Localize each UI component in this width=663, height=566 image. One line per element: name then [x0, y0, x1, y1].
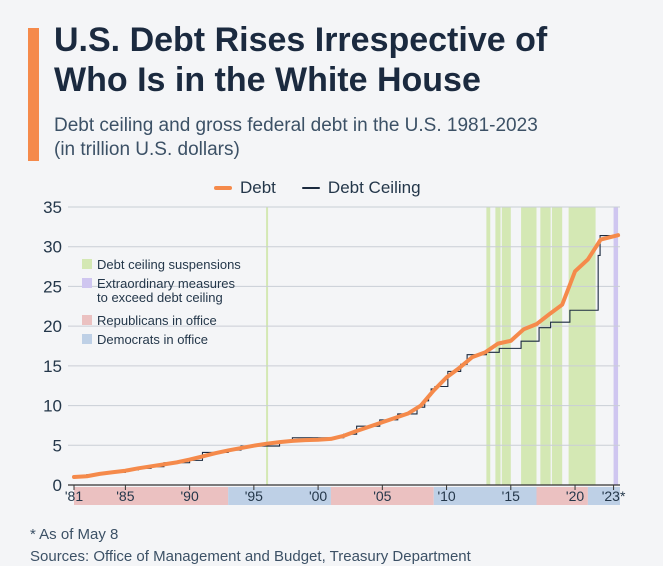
- x-tick-label-'20: '20: [566, 488, 584, 504]
- accent-bar: [28, 28, 39, 161]
- y-tick-label-20: 20: [43, 317, 62, 336]
- administration-band-0: [74, 487, 229, 505]
- x-tick-label-'10: '10: [437, 488, 455, 504]
- inner-legend-swatch-3: [82, 334, 92, 344]
- suspension-band-3: [501, 207, 511, 485]
- debt-line: [72, 233, 621, 480]
- administration-band-3: [433, 487, 537, 505]
- x-tick-label-'85: '85: [116, 488, 134, 504]
- legend-label-debt: Debt: [240, 178, 276, 197]
- suspension-band-6: [551, 207, 563, 485]
- y-tick-label-15: 15: [43, 357, 62, 376]
- extraordinary-band-0: [613, 207, 619, 485]
- chart-legend: Debt Debt Ceiling: [214, 178, 421, 198]
- legend-item-debt: Debt: [214, 178, 276, 198]
- y-tick-label-30: 30: [43, 238, 62, 257]
- title-line-1: U.S. Debt Rises Irrespective of: [54, 21, 548, 59]
- subtitle-line-2: (in trillion U.S. dollars): [54, 139, 240, 160]
- inner-legend-swatch-1: [82, 278, 92, 288]
- inner-legend-swatch-0: [82, 259, 92, 269]
- inner-legend-label-1: Extraordinary measures: [97, 276, 235, 291]
- title-line-2: Who Is in the White House: [54, 61, 481, 99]
- footnote: * As of May 8: [30, 526, 119, 543]
- x-tick-label-'81: '81: [65, 488, 83, 504]
- suspension-band-7: [568, 207, 596, 485]
- chart-title: U.S. Debt Rises Irrespective of Who Is i…: [54, 20, 654, 100]
- y-tick-label-25: 25: [43, 277, 62, 296]
- administration-band-1: [228, 487, 331, 505]
- y-tick-label-35: 35: [43, 198, 62, 217]
- inner-legend-label-0: Debt ceiling suspensions: [97, 257, 241, 272]
- x-tick-label-'90: '90: [180, 488, 198, 504]
- inner-legend: Debt ceiling suspensions Extraordinary me…: [82, 257, 241, 347]
- y-tick-label-5: 5: [53, 436, 62, 455]
- inner-legend-label-3: Democrats in office: [97, 332, 208, 347]
- inner-legend-label-2: Republicans in office: [97, 313, 217, 328]
- sources: Sources: Office of Management and Budget…: [30, 548, 471, 565]
- legend-label-ceiling: Debt Ceiling: [327, 178, 421, 197]
- suspension-band-4: [521, 207, 537, 485]
- x-tick-label-'05: '05: [373, 488, 391, 504]
- debt-swatch: [214, 186, 232, 190]
- suspension-band-0: [266, 207, 269, 485]
- x-tick-label-'95: '95: [245, 488, 263, 504]
- inner-legend-label-1-line2: to exceed debt ceiling: [97, 290, 223, 305]
- x-tick-label-'23*: '23*: [602, 488, 626, 504]
- administration-band-2: [330, 487, 434, 505]
- y-tick-label-0: 0: [53, 476, 62, 495]
- subtitle-line-1: Debt ceiling and gross federal debt in t…: [54, 115, 538, 136]
- administration-band-5: [587, 487, 620, 505]
- legend-item-ceiling: Debt Ceiling: [301, 178, 421, 198]
- chart-subtitle: Debt ceiling and gross federal debt in t…: [54, 114, 654, 162]
- y-tick-label-10: 10: [43, 397, 62, 416]
- suspension-band-1: [486, 207, 491, 485]
- ceiling-swatch: [301, 187, 320, 189]
- suspension-band-5: [540, 207, 551, 485]
- x-tick-label-'15: '15: [502, 488, 520, 504]
- administration-band-4: [536, 487, 588, 505]
- x-tick-label-'00: '00: [309, 488, 327, 504]
- debt-chart: 0 5 10 15 20 25 30 35 '81 '85 '90 '95 '00 '05 '10 '15 '2…: [43, 198, 626, 505]
- inner-legend-swatch-2: [82, 315, 92, 325]
